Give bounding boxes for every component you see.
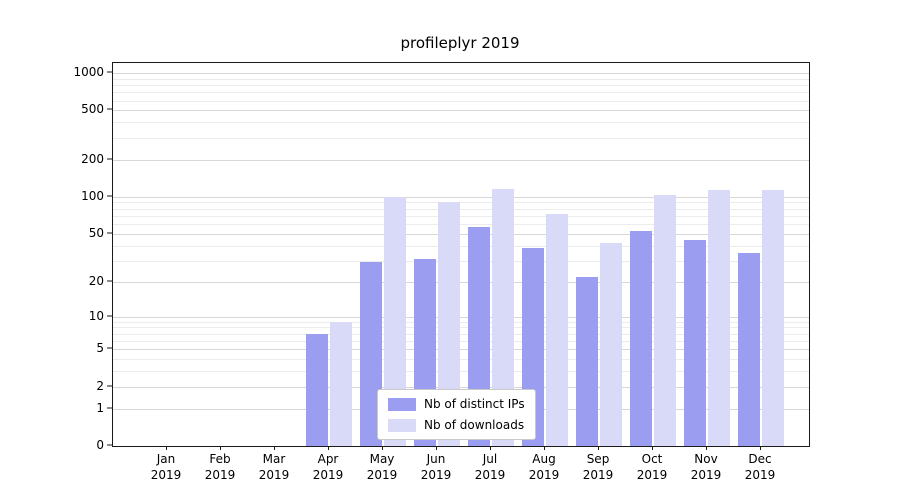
x-tick-label: May 2019 xyxy=(366,452,398,482)
gridline-minor xyxy=(113,215,809,217)
bar-downloads-may-2019 xyxy=(384,196,406,446)
x-tick-mark xyxy=(220,446,221,450)
y-tick-mark xyxy=(107,347,112,349)
gridline-major xyxy=(113,159,809,161)
y-tick-label: 5 xyxy=(96,341,104,356)
gridline-minor xyxy=(113,208,809,210)
x-tick-label: Dec 2019 xyxy=(744,452,776,482)
y-tick-label: 50 xyxy=(88,225,104,240)
y-tick-label: 20 xyxy=(88,273,104,288)
legend-label-downloads: Nb of downloads xyxy=(424,418,525,432)
x-tick-mark xyxy=(490,446,491,450)
gridline-minor xyxy=(113,321,809,323)
gridline-minor xyxy=(113,202,809,204)
y-tick-label: 2 xyxy=(96,378,104,393)
legend-label-distinct-ips: Nb of distinct IPs xyxy=(424,397,525,411)
legend-swatch-downloads xyxy=(388,418,416,432)
gridline-minor xyxy=(113,333,809,335)
x-tick-mark xyxy=(706,446,707,450)
gridline-minor xyxy=(113,327,809,329)
y-tick-label: 200 xyxy=(81,151,104,166)
y-tick-label: 10 xyxy=(88,308,104,323)
y-tick-mark xyxy=(107,280,112,282)
y-tick-label: 500 xyxy=(81,102,104,117)
gridline-minor xyxy=(113,85,809,86)
x-tick-label: Mar 2019 xyxy=(258,452,290,482)
bar-distinct-ips-nov-2019 xyxy=(684,240,706,446)
y-tick-mark xyxy=(107,315,112,316)
gridline-minor xyxy=(113,340,809,342)
x-tick-mark xyxy=(328,446,329,450)
y-tick-mark xyxy=(107,444,112,446)
x-tick-label: Jul 2019 xyxy=(474,452,506,482)
y-tick-label: 1000 xyxy=(73,64,104,79)
gridline-minor xyxy=(113,78,809,80)
gridline-minor xyxy=(113,359,809,361)
bar-downloads-oct-2019 xyxy=(654,195,676,446)
bar-downloads-aug-2019 xyxy=(546,214,568,446)
gridline-minor xyxy=(113,371,809,373)
x-tick-label: Aug 2019 xyxy=(528,452,560,482)
gridline-major xyxy=(113,386,809,388)
bar-downloads-dec-2019 xyxy=(762,190,784,446)
y-tick-mark xyxy=(107,407,112,409)
gridline-minor xyxy=(113,92,809,94)
x-tick-label: Jan 2019 xyxy=(150,452,182,482)
x-tick-mark xyxy=(436,446,437,450)
bar-distinct-ips-dec-2019 xyxy=(738,252,760,446)
x-tick-mark xyxy=(598,446,599,450)
legend-item-distinct-ips: Nb of distinct IPs xyxy=(388,397,525,411)
gridline-minor xyxy=(113,137,809,139)
x-tick-label: Oct 2019 xyxy=(636,452,668,482)
bar-downloads-sep-2019 xyxy=(600,242,622,446)
x-tick-mark xyxy=(544,446,545,450)
y-tick-mark xyxy=(107,108,112,110)
y-tick-mark xyxy=(107,195,112,197)
legend-item-downloads: Nb of downloads xyxy=(388,418,525,432)
x-tick-label: Apr 2019 xyxy=(312,452,344,482)
legend-swatch-distinct-ips xyxy=(388,397,416,411)
gridline-minor xyxy=(113,100,809,102)
bar-downloads-jul-2019 xyxy=(492,189,514,446)
y-tick-label: 1 xyxy=(96,400,104,415)
gridline-major xyxy=(113,281,809,283)
x-tick-mark xyxy=(166,446,167,450)
gridline-minor xyxy=(113,260,809,262)
bar-downloads-nov-2019 xyxy=(708,190,730,446)
bar-downloads-jun-2019 xyxy=(438,202,460,446)
bar-distinct-ips-may-2019 xyxy=(360,262,382,446)
y-tick-label: 0 xyxy=(96,438,104,452)
x-tick-label: Jun 2019 xyxy=(420,452,452,482)
bar-distinct-ips-apr-2019 xyxy=(306,333,328,446)
gridline-minor xyxy=(113,224,809,225)
x-tick-mark xyxy=(274,446,275,450)
legend: Nb of distinct IPs Nb of downloads xyxy=(377,389,536,440)
x-tick-label: Nov 2019 xyxy=(690,452,722,482)
y-tick-label: 100 xyxy=(81,188,104,203)
y-tick-mark xyxy=(107,158,112,160)
gridline-major xyxy=(113,233,809,235)
x-tick-mark xyxy=(382,446,383,450)
gridline-major xyxy=(113,196,809,198)
gridline-major xyxy=(113,72,809,74)
x-tick-label: Feb 2019 xyxy=(204,452,236,482)
bar-distinct-ips-sep-2019 xyxy=(576,276,598,446)
gridline-major xyxy=(113,110,809,112)
bar-distinct-ips-oct-2019 xyxy=(630,230,652,446)
y-tick-mark xyxy=(107,385,112,387)
plot-area xyxy=(112,62,810,447)
gridline-minor xyxy=(113,122,809,124)
y-tick-mark xyxy=(107,232,112,234)
x-tick-mark xyxy=(760,446,761,450)
gridline-major xyxy=(113,349,809,351)
gridline-major xyxy=(113,316,809,318)
bar-downloads-apr-2019 xyxy=(330,321,352,446)
x-tick-label: Sep 2019 xyxy=(582,452,614,482)
chart-title: profileplyr 2019 xyxy=(400,34,520,52)
y-tick-mark xyxy=(107,71,112,73)
gridline-minor xyxy=(113,245,809,247)
x-tick-mark xyxy=(652,446,653,450)
